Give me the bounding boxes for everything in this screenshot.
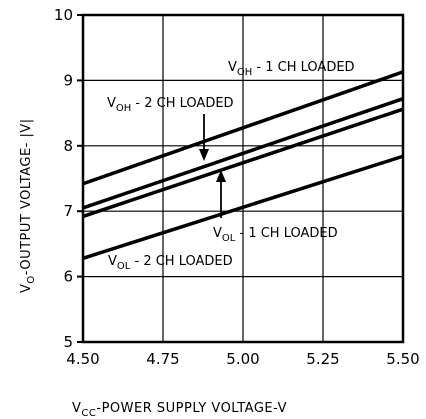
x-tick-labels: 4.50 4.75 5.00 5.25 5.50 bbox=[66, 350, 419, 368]
label-vol2: VOL - 2 CH LOADED bbox=[108, 254, 233, 272]
arrow-vol1-head bbox=[216, 170, 226, 182]
series-line-voh2 bbox=[82, 97, 404, 210]
x-tick-label: 4.75 bbox=[146, 350, 179, 368]
annotation-arrows bbox=[199, 114, 226, 218]
y-axis-label: VO-OUTPUT VOLTAGE- |V| bbox=[19, 118, 37, 293]
y-tick-label: 9 bbox=[63, 71, 73, 89]
x-tick-label: 5.50 bbox=[386, 350, 419, 368]
y-tick-label: 6 bbox=[63, 268, 73, 286]
y-tick-label: 7 bbox=[63, 202, 73, 220]
series-line-vol2 bbox=[82, 154, 404, 260]
series-line-vol1 bbox=[82, 107, 404, 219]
label-vol1: VOL - 1 CH LOADED bbox=[213, 226, 338, 244]
y-tick-label: 5 bbox=[63, 333, 73, 351]
x-tick-label: 4.50 bbox=[66, 350, 99, 368]
x-axis-label: VCC-POWER SUPPLY VOLTAGE-V bbox=[72, 401, 287, 419]
y-tick-label: 10 bbox=[54, 6, 73, 24]
x-tick-label: 5.25 bbox=[306, 350, 339, 368]
arrow-voh2-head bbox=[199, 149, 209, 161]
y-tick-label: 8 bbox=[63, 137, 73, 155]
x-tick-label: 5.00 bbox=[226, 350, 259, 368]
plot-frame bbox=[81, 13, 405, 344]
series-line-voh1 bbox=[82, 70, 404, 186]
label-voh2: VOH - 2 CH LOADED bbox=[107, 96, 234, 114]
series-lines bbox=[82, 70, 404, 260]
label-voh1: VOH - 1 CH LOADED bbox=[228, 60, 355, 78]
y-tick-labels: 5 6 7 8 9 10 bbox=[54, 6, 73, 351]
